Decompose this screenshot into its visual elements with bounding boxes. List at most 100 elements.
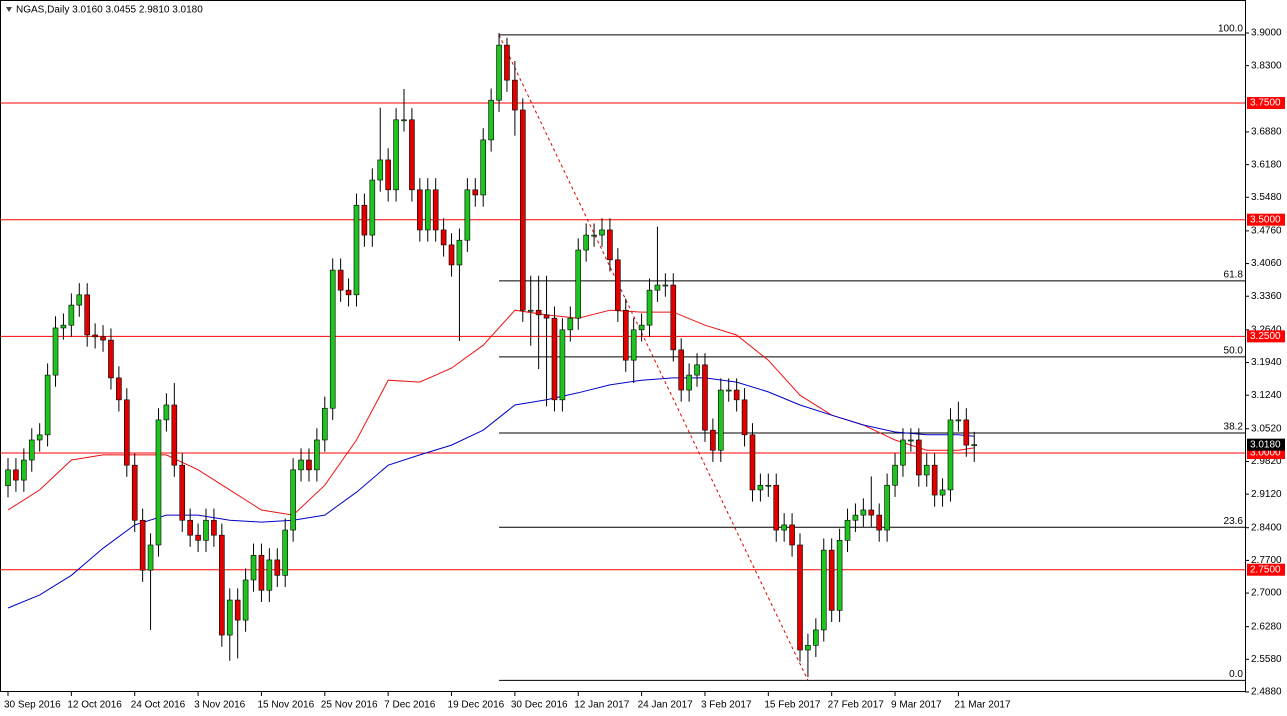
candle-body [488, 99, 494, 141]
candle-body [686, 374, 692, 391]
candle-body [147, 544, 154, 571]
candle-body [622, 309, 629, 361]
candle-body [369, 179, 376, 236]
candle-body [353, 204, 360, 296]
candle-body [915, 439, 922, 476]
candle-body [646, 289, 653, 326]
candle-body [773, 484, 780, 531]
y-tick-label: 3.5480 [1251, 192, 1282, 203]
level-label: 3.7500 [1250, 98, 1281, 109]
candle-body [21, 459, 27, 481]
level-box [1247, 563, 1285, 576]
candle-body [282, 529, 289, 576]
candle-body [955, 419, 962, 422]
candle-body [852, 514, 859, 521]
candle-body [456, 239, 463, 266]
y-tick-label: 2.6280 [1251, 621, 1282, 632]
candle-body [931, 464, 938, 496]
x-tick-label: 30 Sep 2016 [4, 700, 61, 711]
candle-body [512, 79, 518, 111]
candle-body [836, 540, 843, 611]
fibo-label: 0.0 [1229, 669, 1243, 680]
candle-body [314, 439, 320, 471]
candle-body [670, 284, 677, 351]
candle-body [947, 419, 954, 491]
candle-body [813, 629, 819, 646]
candle-body [52, 327, 59, 376]
candle-body [124, 399, 130, 466]
level-label: 3.5000 [1250, 214, 1281, 225]
candle-body [76, 294, 83, 306]
candle-body [575, 249, 582, 319]
candle-body [409, 119, 415, 191]
candle-body [615, 259, 621, 311]
candle-body [504, 44, 510, 81]
y-tick-label: 3.1240 [1251, 390, 1282, 401]
candle-body [884, 484, 890, 531]
x-tick-label: 9 Mar 2017 [891, 700, 942, 711]
candle-body [5, 469, 11, 487]
candle-body [710, 429, 716, 451]
candle-body [797, 544, 803, 651]
candle-body [876, 514, 883, 531]
candle-body [290, 469, 296, 531]
candle-body [155, 419, 162, 546]
level-box [1247, 213, 1285, 226]
candle-body [361, 204, 368, 236]
candle-body [195, 534, 201, 541]
candle-body [28, 439, 35, 461]
candle-body [401, 119, 407, 122]
candle-body [900, 439, 906, 466]
candle-body [741, 399, 748, 436]
title-icon [6, 7, 12, 12]
candle-body [417, 189, 423, 231]
candle-body [828, 549, 835, 611]
candle-body [535, 309, 542, 316]
candle-body [329, 269, 336, 409]
y-tick-label: 3.0520 [1251, 423, 1282, 434]
level-box [1247, 330, 1285, 343]
candle-body [321, 407, 328, 441]
candle-body [599, 229, 605, 236]
candle-body [519, 109, 526, 311]
candle-body [559, 329, 566, 401]
x-tick-label: 24 Jan 2017 [638, 700, 693, 711]
candle-body [583, 234, 589, 251]
y-tick-label: 3.6880 [1251, 127, 1282, 138]
candle-body [187, 519, 193, 536]
x-tick-label: 30 Dec 2016 [511, 700, 568, 711]
candle-body [749, 434, 756, 491]
candle-body [607, 229, 613, 261]
candle-body [234, 599, 241, 621]
candle-body [939, 489, 946, 496]
candle-body [543, 314, 550, 319]
y-tick-label: 3.1940 [1251, 357, 1282, 368]
y-tick-label: 2.7000 [1251, 588, 1282, 599]
y-tick-label: 2.8400 [1251, 522, 1282, 533]
candle-body [345, 289, 352, 296]
y-tick-label: 3.4760 [1251, 226, 1282, 237]
candle-body [337, 269, 344, 291]
fibo-label: 23.6 [1224, 516, 1244, 527]
candle-body [139, 519, 146, 571]
candle-body [131, 464, 138, 521]
candle-body [654, 284, 661, 291]
candle-body [44, 374, 51, 436]
candle-body [662, 284, 669, 287]
candle-body [60, 324, 67, 329]
candle-body [424, 189, 431, 231]
y-tick-label: 2.7700 [1251, 555, 1282, 566]
last-price-box [1247, 438, 1285, 451]
x-tick-label: 7 Dec 2016 [384, 700, 436, 711]
y-tick-label: 2.9120 [1251, 489, 1282, 500]
candle-body [567, 317, 574, 331]
candle-body [377, 159, 384, 181]
candle-body [448, 244, 455, 266]
x-tick-label: 15 Nov 2016 [257, 700, 314, 711]
candle-body [678, 349, 685, 391]
level-box [1247, 97, 1285, 110]
x-tick-label: 21 Mar 2017 [954, 700, 1011, 711]
last-price-label: 3.0180 [1250, 439, 1281, 450]
y-tick-label: 3.4060 [1251, 258, 1282, 269]
